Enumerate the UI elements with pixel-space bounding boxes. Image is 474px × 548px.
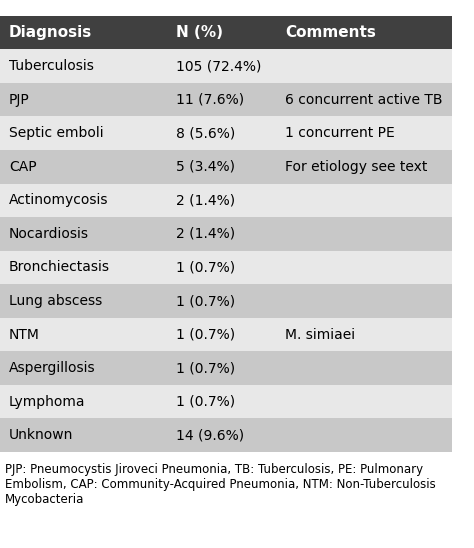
Text: 1 (0.7%): 1 (0.7%) — [176, 361, 236, 375]
Text: 14 (9.6%): 14 (9.6%) — [176, 429, 245, 442]
Text: Unknown: Unknown — [9, 429, 73, 442]
Text: 105 (72.4%): 105 (72.4%) — [176, 59, 262, 73]
Text: Aspergillosis: Aspergillosis — [9, 361, 96, 375]
Text: N (%): N (%) — [176, 25, 223, 40]
Text: Comments: Comments — [285, 25, 376, 40]
Text: Diagnosis: Diagnosis — [9, 25, 92, 40]
Text: For etiology see text: For etiology see text — [285, 160, 428, 174]
Text: 5 (3.4%): 5 (3.4%) — [176, 160, 236, 174]
Text: Septic emboli: Septic emboli — [9, 126, 104, 140]
Text: Lymphoma: Lymphoma — [9, 395, 85, 409]
Text: 1 concurrent PE: 1 concurrent PE — [285, 126, 395, 140]
Text: Lung abscess: Lung abscess — [9, 294, 102, 308]
Bar — [0, 419, 452, 452]
Bar — [0, 116, 452, 150]
Text: 1 (0.7%): 1 (0.7%) — [176, 294, 236, 308]
Bar — [0, 49, 452, 83]
Text: M. simiaei: M. simiaei — [285, 328, 355, 341]
Text: 8 (5.6%): 8 (5.6%) — [176, 126, 236, 140]
Bar — [0, 250, 452, 284]
Bar — [0, 318, 452, 351]
Text: 11 (7.6%): 11 (7.6%) — [176, 93, 245, 107]
Text: 6 concurrent active TB: 6 concurrent active TB — [285, 93, 443, 107]
Text: Actinomycosis: Actinomycosis — [9, 193, 109, 207]
Text: 1 (0.7%): 1 (0.7%) — [176, 260, 236, 275]
Bar — [0, 217, 452, 250]
Text: 2 (1.4%): 2 (1.4%) — [176, 227, 236, 241]
Bar — [0, 284, 452, 318]
Text: Bronchiectasis: Bronchiectasis — [9, 260, 110, 275]
Bar — [0, 385, 452, 419]
Text: 1 (0.7%): 1 (0.7%) — [176, 328, 236, 341]
Bar — [0, 83, 452, 116]
Bar — [0, 150, 452, 184]
Text: CAP: CAP — [9, 160, 36, 174]
Text: NTM: NTM — [9, 328, 40, 341]
Text: Nocardiosis: Nocardiosis — [9, 227, 89, 241]
Text: 2 (1.4%): 2 (1.4%) — [176, 193, 236, 207]
Text: PJP: PJP — [9, 93, 30, 107]
Text: Tuberculosis: Tuberculosis — [9, 59, 94, 73]
Bar — [0, 16, 452, 49]
Text: PJP: Pneumocystis Jiroveci Pneumonia, TB: Tuberculosis, PE: Pulmonary
Embolism, : PJP: Pneumocystis Jiroveci Pneumonia, TB… — [5, 463, 435, 506]
Text: 1 (0.7%): 1 (0.7%) — [176, 395, 236, 409]
Bar — [0, 184, 452, 217]
Bar — [0, 351, 452, 385]
